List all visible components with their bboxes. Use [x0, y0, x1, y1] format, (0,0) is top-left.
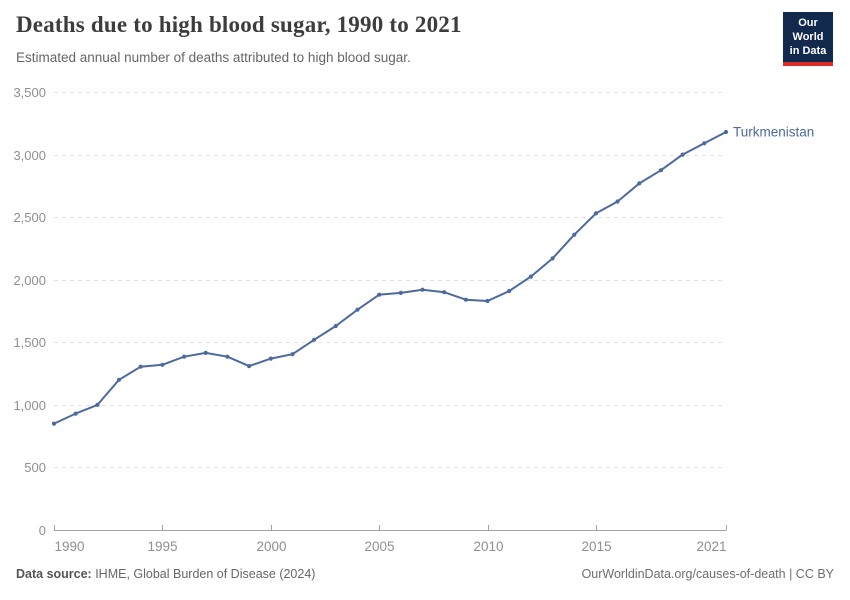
- data-point-marker: [116, 377, 122, 382]
- data-point-marker: [658, 168, 664, 173]
- y-axis-tick-label: 1,000: [13, 398, 46, 413]
- y-axis-tick-label: 0: [39, 523, 46, 538]
- y-axis-tick-label: 500: [24, 460, 46, 475]
- data-point-marker: [95, 402, 100, 407]
- data-source-text: IHME, Global Burden of Disease (2024): [91, 567, 316, 581]
- credit-link[interactable]: OurWorldinData.org/causes-of-death | CC …: [581, 567, 834, 581]
- series-end-label[interactable]: Turkmenistan: [733, 125, 814, 140]
- data-point-marker: [507, 288, 512, 294]
- data-point-marker: [138, 364, 143, 369]
- data-source-label: Data source:: [16, 567, 92, 581]
- data-point-marker: [73, 411, 78, 416]
- data-point-marker: [680, 152, 685, 157]
- y-axis-tick-label: 2,000: [13, 273, 46, 288]
- data-point-marker: [593, 211, 599, 216]
- data-point-marker: [333, 323, 338, 329]
- data-point-marker: [377, 292, 382, 297]
- y-axis-tick-label: 3,500: [13, 85, 46, 100]
- data-point-marker: [637, 181, 642, 186]
- data-point-marker: [290, 352, 295, 357]
- data-point-marker: [203, 350, 208, 355]
- x-axis-tick-label: 2000: [256, 539, 286, 554]
- x-axis-tick-label: 2015: [581, 539, 611, 554]
- data-point-marker: [225, 354, 230, 359]
- data-point-marker: [398, 290, 403, 295]
- data-point-marker: [702, 141, 707, 146]
- data-point-marker: [160, 362, 165, 367]
- data-point-marker: [442, 290, 447, 295]
- data-point-marker: [247, 364, 252, 369]
- data-point-marker: [420, 287, 425, 292]
- y-axis-tick-label: 2,500: [13, 210, 46, 225]
- x-axis-tick-label: 2021: [696, 539, 726, 554]
- data-point-marker: [182, 354, 187, 359]
- owid-logo-line2: in Data: [789, 44, 827, 57]
- data-point-marker: [528, 274, 534, 279]
- data-point-marker: [723, 129, 729, 135]
- data-point-marker: [550, 256, 555, 261]
- x-axis-tick-label: 1995: [147, 539, 177, 554]
- x-axis-tick-label: 2010: [473, 539, 503, 554]
- page-title: Deaths due to high blood sugar, 1990 to …: [16, 12, 462, 37]
- owid-logo[interactable]: Our World in Data: [783, 12, 833, 67]
- data-point-marker: [463, 297, 468, 302]
- data-point-marker: [572, 232, 577, 237]
- data-source: Data source: IHME, Global Burden of Dise…: [16, 567, 315, 581]
- data-point-marker: [51, 421, 57, 426]
- x-axis-tick-label: 1990: [55, 539, 85, 554]
- chart-subtitle: Estimated annual number of deaths attrib…: [16, 50, 411, 65]
- line-series[interactable]: [53, 131, 727, 425]
- data-point-marker: [485, 298, 490, 304]
- x-axis-tick-label: 2005: [364, 539, 394, 554]
- owid-logo-line1: Our World: [792, 17, 824, 43]
- y-axis-tick-label: 3,000: [13, 148, 46, 163]
- data-point-marker: [615, 199, 620, 204]
- data-point-marker: [355, 307, 360, 312]
- data-point-marker: [312, 337, 317, 342]
- data-point-marker: [268, 356, 273, 361]
- y-axis-tick-label: 1,500: [13, 335, 46, 350]
